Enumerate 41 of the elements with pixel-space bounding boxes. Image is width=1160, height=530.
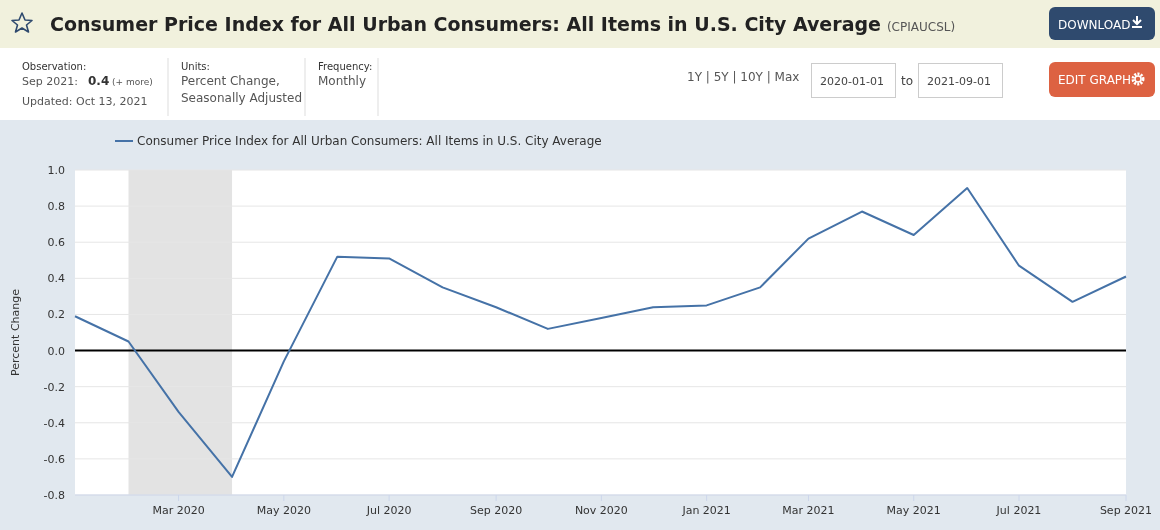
- x-tick-label: Jul 2020: [365, 504, 412, 517]
- y-tick-label: -0.8: [43, 489, 65, 502]
- text: to: [901, 74, 914, 88]
- text: 1Y | 5Y | 10Y | Max: [687, 70, 800, 84]
- x-tick-label: May 2021: [886, 504, 941, 517]
- chart-title: Consumer Price Index for All Urban Consumers: All Items in U.S. City Average: [50, 13, 881, 35]
- x-tick-label: Mar 2021: [782, 504, 835, 517]
- legend-label: Consumer Price Index for All Urban Consumers: All Items in U.S. City Average: [137, 134, 602, 148]
- y-axis-title: Percent Change: [9, 288, 22, 377]
- y-tick-label: 1.0: [47, 164, 65, 177]
- text: Percent Change,: [181, 74, 280, 88]
- y-tick-label: 0.8: [47, 200, 65, 214]
- y-tick-label: -0.6: [43, 452, 65, 466]
- text: 2020-01-01: [820, 75, 884, 88]
- text: Frequency:: [318, 61, 373, 72]
- text: (+ more): [112, 77, 153, 87]
- text: Units:: [181, 61, 210, 72]
- y-tick-label: 0.4: [47, 272, 65, 286]
- text: Updated: Oct 13, 2021: [22, 95, 148, 108]
- text: EDIT GRAPH: [1058, 73, 1132, 87]
- y-tick-label: 0.0: [47, 344, 65, 358]
- x-tick-label: Nov 2020: [574, 504, 628, 517]
- x-tick-label: May 2020: [256, 504, 311, 517]
- y-tick-label: -0.2: [43, 380, 65, 394]
- x-tick-label: Jan 2021: [681, 504, 731, 517]
- y-tick-label: -0.4: [43, 416, 65, 430]
- x-tick-label: Mar 2020: [152, 504, 205, 517]
- x-tick-label: Sep 2021: [1099, 504, 1153, 517]
- line-series: [74, 187, 1127, 478]
- text: Sep 2021:: [22, 75, 78, 88]
- text: Observation:: [22, 61, 87, 72]
- chart-subtitle: (CPIAUCSL): [886, 20, 956, 34]
- text: 2021-09-01: [927, 75, 991, 88]
- y-tick-label: 0.2: [47, 308, 65, 322]
- text: 0.4: [88, 74, 110, 88]
- y-tick-label: 0.6: [47, 236, 65, 250]
- text: DOWNLOAD: [1058, 18, 1131, 32]
- text: Seasonally Adjusted: [181, 91, 303, 105]
- x-tick-label: Sep 2020: [469, 504, 523, 517]
- text: Monthly: [318, 74, 367, 88]
- x-tick-label: Jul 2021: [995, 504, 1042, 517]
